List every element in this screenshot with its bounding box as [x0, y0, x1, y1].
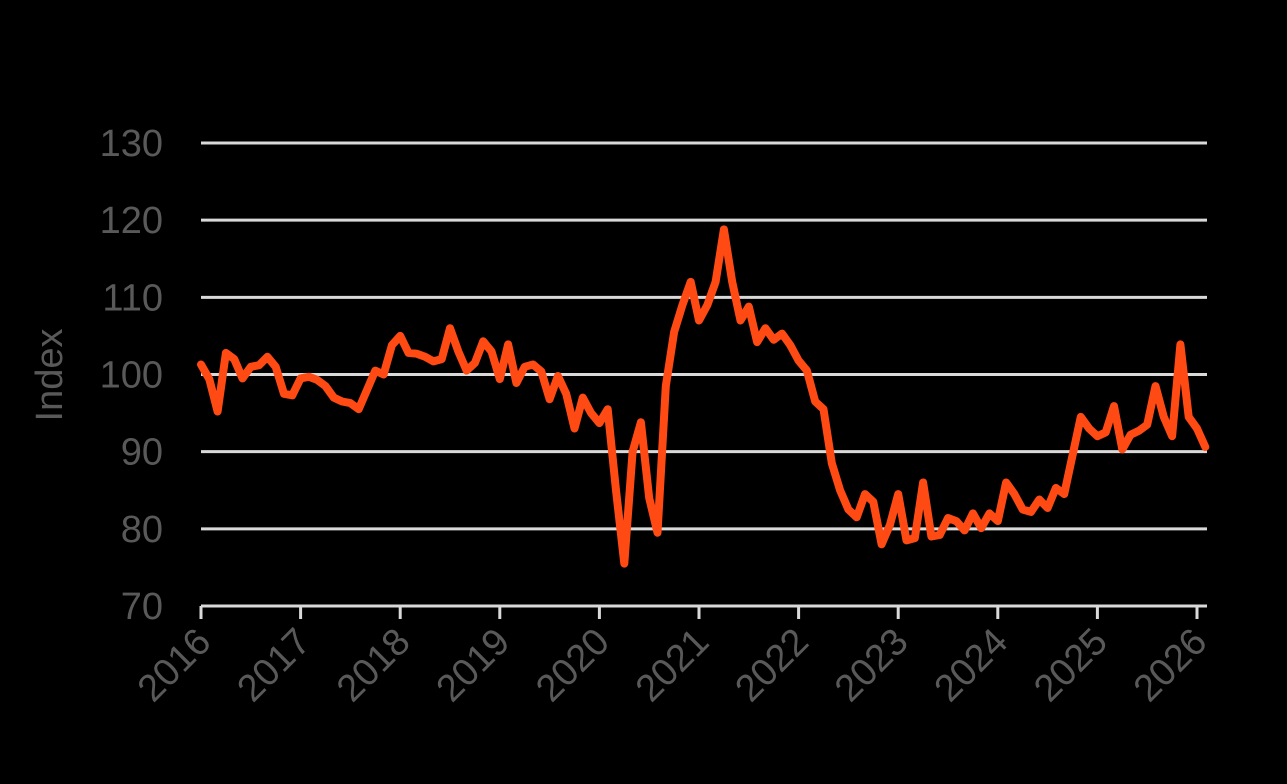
gridlines: [201, 141, 1207, 531]
y-tick-label: 70: [121, 586, 163, 628]
y-tick-label: 130: [100, 123, 163, 165]
y-tick-label: 80: [121, 509, 163, 551]
series-layer: [197, 225, 1210, 568]
y-tick-label: 90: [121, 432, 163, 474]
y-tick-label: 100: [100, 355, 163, 397]
y-axis-title: Index: [29, 329, 71, 422]
x-axis: [199, 604, 1207, 619]
y-tick-label: 110: [102, 277, 163, 319]
series-line-index: [197, 225, 1210, 568]
y-tick-label: 120: [100, 200, 163, 242]
y-axis-tick-labels: 70 80 90 100 110 120 130: [100, 123, 163, 628]
